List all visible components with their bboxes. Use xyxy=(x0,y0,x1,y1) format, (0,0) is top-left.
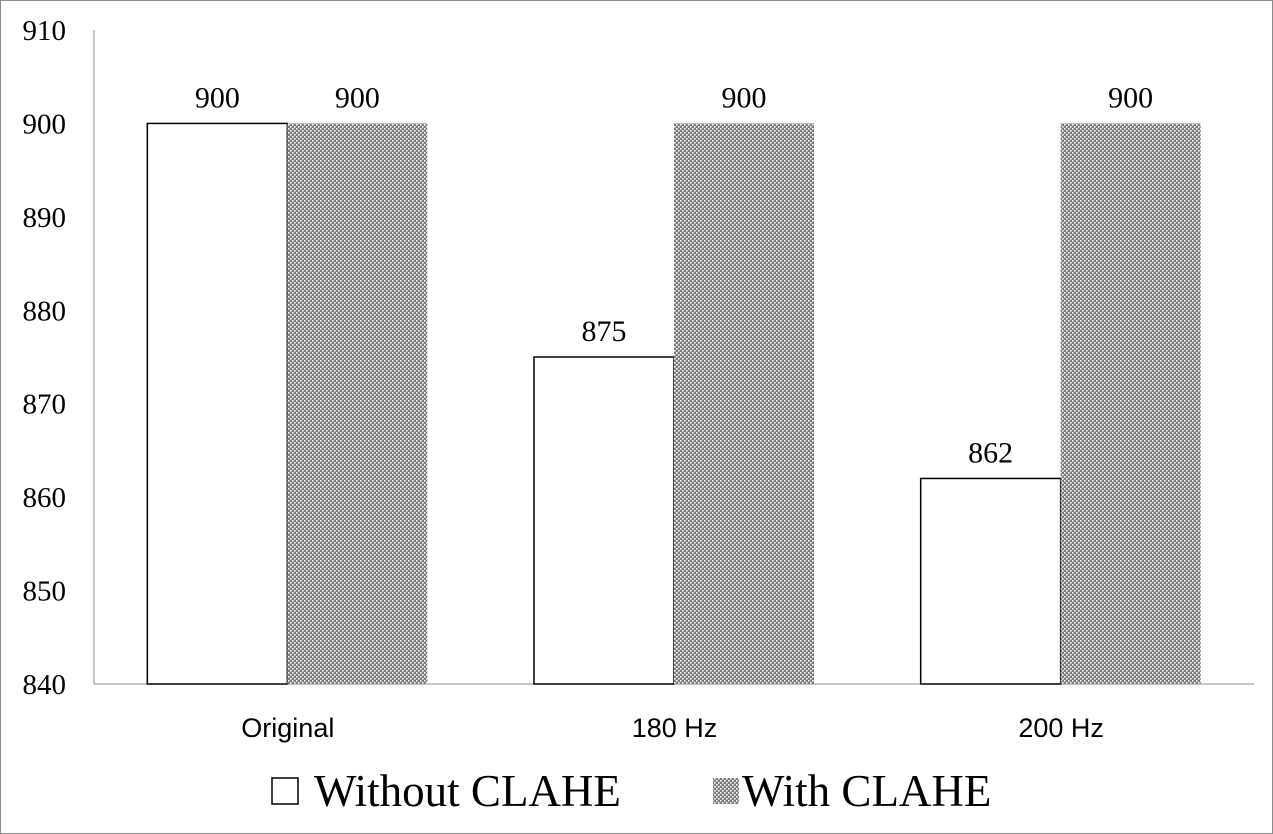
legend-label-with-clahe: With CLAHE xyxy=(742,766,991,816)
y-tick-label: 860 xyxy=(23,482,67,514)
data-label: 862 xyxy=(968,436,1013,469)
y-tick-label: 870 xyxy=(23,389,67,421)
bar-without-clahe xyxy=(146,122,289,685)
legend-swatch-with-clahe xyxy=(713,778,739,804)
y-tick-label: 850 xyxy=(23,576,67,608)
legend-swatch-without-clahe xyxy=(271,777,299,805)
y-tick-label: 910 xyxy=(23,15,67,47)
y-tick-label: 900 xyxy=(23,108,67,140)
y-tick-label: 890 xyxy=(23,202,67,234)
bars xyxy=(146,122,1201,685)
y-tick-label: 840 xyxy=(23,669,67,701)
y-tick-label: 880 xyxy=(23,295,67,327)
category-label: 180 Hz xyxy=(632,713,718,743)
bar-with-clahe xyxy=(674,123,814,684)
data-label: 900 xyxy=(1108,81,1153,114)
labels: 900 900 Original 875 900 180 Hz 862 900 200 Hz xyxy=(195,81,1153,743)
bar-with-clahe xyxy=(1060,123,1201,684)
legend-label-without-clahe: Without CLAHE xyxy=(314,766,621,816)
data-label: 900 xyxy=(335,81,380,114)
bar-with-clahe xyxy=(287,123,428,684)
axes: 840 850 860 870 880 890 900 910 xyxy=(23,15,1254,701)
category-label: Original xyxy=(241,713,334,743)
data-label: 900 xyxy=(722,81,767,114)
bar-without-clahe xyxy=(533,356,675,685)
data-label: 875 xyxy=(582,315,627,348)
data-label: 900 xyxy=(195,81,240,114)
bar-without-clahe xyxy=(919,477,1062,685)
category-label: 200 Hz xyxy=(1018,713,1104,743)
legend: Without CLAHE With CLAHE xyxy=(271,766,991,816)
